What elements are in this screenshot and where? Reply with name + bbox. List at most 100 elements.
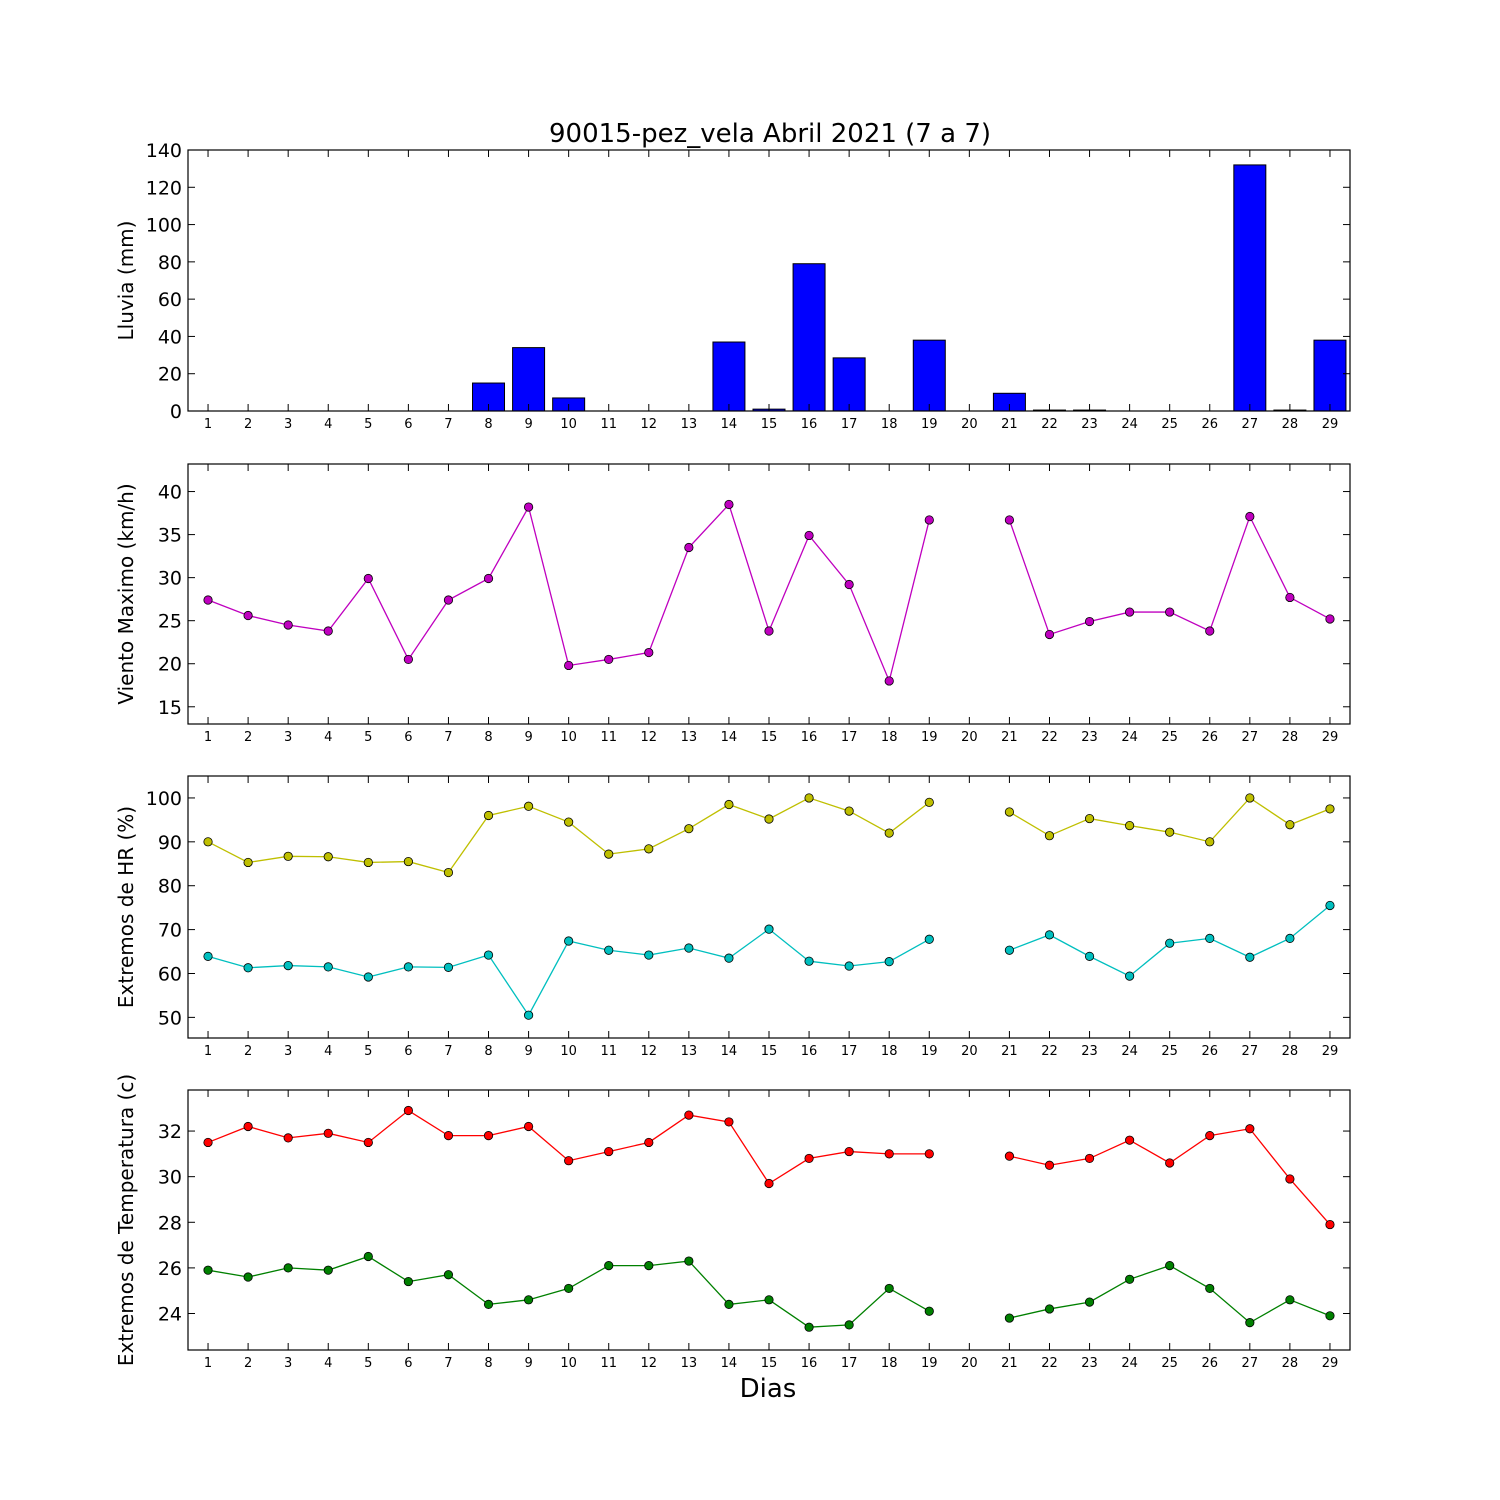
- humidity-series-1-point: [323, 962, 333, 972]
- humidity-y-tick-label: 80: [158, 876, 182, 898]
- wind-y-tick-label: 35: [158, 525, 182, 547]
- wind-series-0-point: [804, 530, 814, 541]
- temperature-series-0-point: [1165, 1158, 1175, 1168]
- temperature-series-0-point: [1245, 1124, 1255, 1134]
- humidity-series-1-point: [1004, 945, 1015, 955]
- humidity-x-tick-label: 25: [1161, 1044, 1178, 1059]
- x-axis-label: Dias: [740, 1374, 797, 1404]
- wind-series-0-point: [644, 647, 654, 658]
- humidity-series-1-point: [1044, 930, 1055, 940]
- wind-series-0-point: [564, 660, 574, 671]
- humidity-x-tick-label: 14: [721, 1044, 738, 1059]
- wind-x-tick-label: 2: [244, 730, 252, 745]
- temperature-series-0-point: [1205, 1131, 1215, 1141]
- rain-x-tick-label: 15: [761, 417, 778, 432]
- humidity-x-tick-label: 10: [560, 1044, 577, 1059]
- wind-x-tick-label: 28: [1282, 730, 1299, 745]
- wind-series-0-point: [483, 573, 494, 584]
- humidity-series-0-point: [564, 817, 574, 827]
- wind-x-tick-label: 14: [721, 730, 738, 745]
- wind-y-tick-label: 25: [158, 611, 182, 633]
- temperature-series-1-point: [443, 1270, 454, 1280]
- wind-series-0-point: [844, 579, 854, 590]
- humidity-x-tick-label: 6: [404, 1044, 412, 1059]
- temperature-series-0-point: [724, 1117, 734, 1127]
- wind-series-0-point: [1325, 614, 1335, 624]
- wind-series-0-point: [323, 626, 333, 636]
- humidity-series-1-point: [564, 936, 574, 946]
- temperature-series-1-point: [283, 1263, 293, 1273]
- wind-x-tick-label: 23: [1081, 730, 1098, 745]
- temperature-x-tick-label: 23: [1081, 1356, 1098, 1371]
- humidity-x-tick-label: 15: [761, 1044, 778, 1059]
- temperature-x-tick-label: 8: [484, 1356, 492, 1371]
- temperature-y-tick-label: 32: [158, 1121, 182, 1143]
- rain-x-tick-label: 1: [204, 417, 212, 432]
- temperature-series-1-point: [1044, 1304, 1055, 1314]
- humidity-series-1-point: [1245, 952, 1255, 962]
- humidity-series-1-point: [804, 956, 814, 966]
- temperature-series-1-point: [564, 1283, 574, 1294]
- temperature-y-axis-label: Extremos de Temperatura (c): [114, 1074, 138, 1366]
- humidity-series-0-point: [1285, 820, 1295, 830]
- temperature-x-tick-label: 7: [444, 1356, 452, 1371]
- rain-x-tick-label: 22: [1041, 417, 1058, 432]
- wind-series-0-point: [1044, 629, 1055, 640]
- wind-series-0-point: [764, 626, 774, 636]
- wind-x-tick-label: 12: [641, 730, 658, 745]
- wind-series-0-point: [403, 654, 413, 665]
- humidity-series-0-point: [884, 828, 894, 838]
- humidity-x-tick-label: 19: [921, 1044, 938, 1059]
- humidity-series-1-point: [844, 961, 854, 971]
- temperature-x-tick-label: 4: [324, 1356, 332, 1371]
- rain-y-tick-label: 60: [158, 289, 182, 311]
- rain-bar: [712, 341, 746, 412]
- humidity-series-0-point: [283, 851, 293, 861]
- temperature-series-1-point: [403, 1276, 413, 1287]
- temperature-x-tick-label: 21: [1001, 1356, 1018, 1371]
- rain-x-tick-label: 28: [1282, 417, 1299, 432]
- rain-x-tick-label: 10: [560, 417, 577, 432]
- temperature-series-1-point: [844, 1320, 854, 1330]
- humidity-series-0-point: [924, 797, 934, 807]
- wind-x-tick-label: 16: [801, 730, 818, 745]
- rain-y-axis-label: Lluvia (mm): [114, 221, 138, 341]
- humidity-series-1-point: [884, 957, 894, 967]
- wind-x-tick-label: 26: [1201, 730, 1218, 745]
- humidity-series-0-point: [1205, 837, 1215, 847]
- wind-x-tick-label: 25: [1161, 730, 1178, 745]
- wind-series-0-point: [523, 502, 534, 512]
- rain-x-tick-label: 5: [364, 417, 372, 432]
- wind-x-tick-label: 29: [1322, 730, 1339, 745]
- temperature-series-0-point: [283, 1133, 293, 1143]
- temperature-series-1-point: [684, 1256, 694, 1266]
- humidity-x-tick-label: 28: [1282, 1044, 1299, 1059]
- rain-x-tick-label: 29: [1322, 417, 1339, 432]
- temperature-series-1-point: [924, 1306, 934, 1316]
- temperature-x-tick-label: 27: [1242, 1356, 1259, 1371]
- rain-x-tick-label: 26: [1201, 417, 1218, 432]
- temperature-series-1-point: [323, 1265, 333, 1275]
- temperature-y-tick-label: 24: [158, 1304, 182, 1326]
- wind-series-0-point: [1084, 616, 1095, 627]
- rain-y-tick-label: 140: [146, 140, 182, 162]
- humidity-series-0-point: [1125, 820, 1135, 831]
- temperature-series-1-point: [363, 1251, 373, 1262]
- rain-y-tick-label: 20: [158, 364, 182, 386]
- temperature-series-1-point: [644, 1261, 654, 1271]
- wind-series-0-point: [283, 620, 293, 630]
- rain-x-tick-label: 25: [1161, 417, 1178, 432]
- rain-x-tick-label: 20: [961, 417, 978, 432]
- temperature-series-1-point: [1205, 1283, 1215, 1294]
- humidity-x-tick-label: 23: [1081, 1044, 1098, 1059]
- temperature-series-1-point: [1125, 1274, 1135, 1284]
- rain-y-tick-label: 0: [170, 401, 182, 423]
- humidity-series-1-point: [924, 934, 934, 944]
- temperature-series-0-point: [604, 1146, 614, 1157]
- rain-y-tick-label: 80: [158, 252, 182, 274]
- humidity-series-1-point: [724, 953, 734, 963]
- humidity-y-tick-label: 60: [158, 963, 182, 985]
